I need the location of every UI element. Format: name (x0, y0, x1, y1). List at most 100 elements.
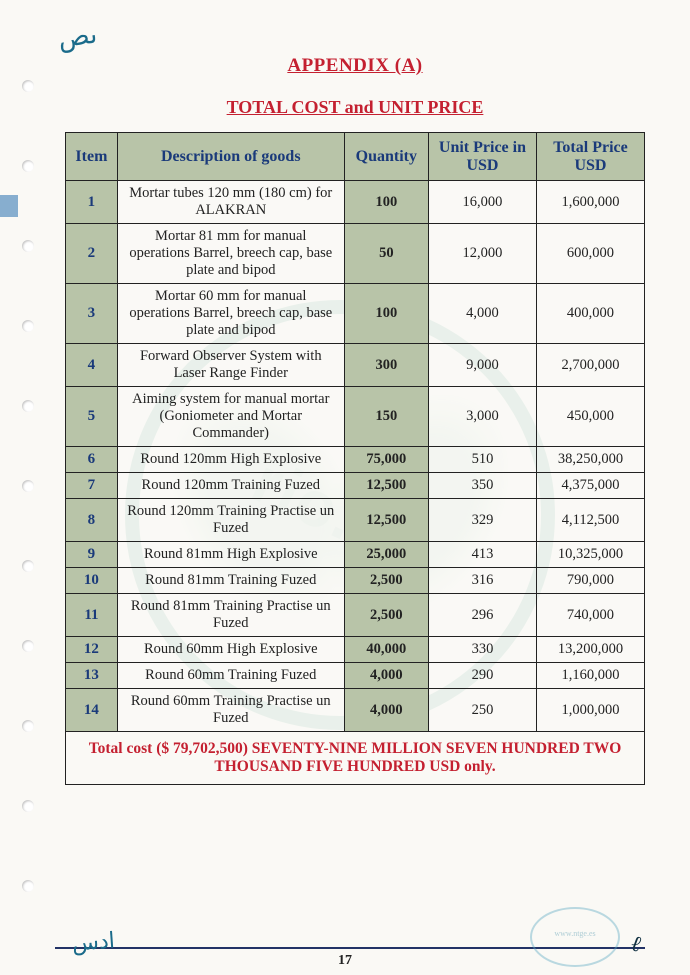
table-row: 11Round 81mm Training Practise un Fuzed2… (66, 594, 645, 637)
cell-qty: 40,000 (344, 637, 428, 663)
binding-hole (22, 720, 34, 732)
binding-hole (22, 320, 34, 332)
col-qty: Quantity (344, 133, 428, 181)
cell-unit: 250 (428, 689, 536, 732)
binding-hole (22, 480, 34, 492)
table-row: 12Round 60mm High Explosive40,00033013,2… (66, 637, 645, 663)
cell-item: 11 (66, 594, 118, 637)
cell-total: 1,600,000 (536, 181, 644, 224)
cell-item: 3 (66, 284, 118, 344)
cell-item: 2 (66, 224, 118, 284)
cell-item: 14 (66, 689, 118, 732)
table-row: 8Round 120mm Training Practise un Fuzed1… (66, 499, 645, 542)
cell-qty: 4,000 (344, 663, 428, 689)
binding-hole (22, 560, 34, 572)
cell-unit: 290 (428, 663, 536, 689)
cell-desc: Round 81mm High Explosive (117, 542, 344, 568)
stamp-signature: ℓ (627, 930, 646, 958)
cell-qty: 50 (344, 224, 428, 284)
col-item: Item (66, 133, 118, 181)
cell-unit: 330 (428, 637, 536, 663)
cell-total: 1,160,000 (536, 663, 644, 689)
cell-unit: 329 (428, 499, 536, 542)
binding-hole (22, 880, 34, 892)
cell-total: 13,200,000 (536, 637, 644, 663)
cell-total: 450,000 (536, 387, 644, 447)
cell-desc: Mortar tubes 120 mm (180 cm) for ALAKRAN (117, 181, 344, 224)
cell-total: 740,000 (536, 594, 644, 637)
cell-unit: 413 (428, 542, 536, 568)
cell-desc: Mortar 60 mm for manual operations Barre… (117, 284, 344, 344)
binding-hole (22, 160, 34, 172)
cell-unit: 296 (428, 594, 536, 637)
cell-item: 6 (66, 447, 118, 473)
cell-desc: Aiming system for manual mortar (Goniome… (117, 387, 344, 447)
cell-total: 4,375,000 (536, 473, 644, 499)
cell-desc: Round 60mm High Explosive (117, 637, 344, 663)
cell-qty: 100 (344, 284, 428, 344)
table-row: 10Round 81mm Training Fuzed2,500316790,0… (66, 568, 645, 594)
document-page: ىص APPENDIX (A) TOTAL COST and UNIT PRIC… (0, 0, 690, 975)
table-row: 6Round 120mm High Explosive75,00051038,2… (66, 447, 645, 473)
table-row: 3Mortar 60 mm for manual operations Barr… (66, 284, 645, 344)
cell-unit: 16,000 (428, 181, 536, 224)
left-edge-mark (0, 195, 18, 217)
cell-item: 8 (66, 499, 118, 542)
cell-total: 600,000 (536, 224, 644, 284)
cell-qty: 150 (344, 387, 428, 447)
cell-desc: Round 120mm Training Practise un Fuzed (117, 499, 344, 542)
cell-unit: 12,000 (428, 224, 536, 284)
cell-qty: 300 (344, 344, 428, 387)
cell-unit: 510 (428, 447, 536, 473)
cell-item: 4 (66, 344, 118, 387)
cell-desc: Mortar 81 mm for manual operations Barre… (117, 224, 344, 284)
cell-total: 38,250,000 (536, 447, 644, 473)
table-row: 9Round 81mm High Explosive25,00041310,32… (66, 542, 645, 568)
appendix-title: APPENDIX (A) (65, 55, 645, 77)
total-row: Total cost ($ 79,702,500) SEVENTY-NINE M… (66, 732, 645, 785)
cell-desc: Round 60mm Training Practise un Fuzed (117, 689, 344, 732)
cell-item: 5 (66, 387, 118, 447)
table-row: 7Round 120mm Training Fuzed12,5003504,37… (66, 473, 645, 499)
stamp-seal: www.ntge.es (530, 907, 620, 967)
cell-item: 13 (66, 663, 118, 689)
subtitle: TOTAL COST and UNIT PRICE (65, 97, 645, 118)
cell-total: 790,000 (536, 568, 644, 594)
col-total: Total Price USD (536, 133, 644, 181)
cell-total: 1,000,000 (536, 689, 644, 732)
cell-qty: 2,500 (344, 594, 428, 637)
col-unit: Unit Price in USD (428, 133, 536, 181)
binding-holes (18, 0, 38, 975)
cell-desc: Forward Observer System with Laser Range… (117, 344, 344, 387)
binding-hole (22, 640, 34, 652)
stamp-text: www.ntge.es (554, 929, 595, 938)
cell-total: 4,112,500 (536, 499, 644, 542)
signature-top: ىص (56, 19, 99, 54)
cell-qty: 2,500 (344, 568, 428, 594)
cell-total: 2,700,000 (536, 344, 644, 387)
cell-desc: Round 81mm Training Practise un Fuzed (117, 594, 344, 637)
cell-total: 400,000 (536, 284, 644, 344)
cell-total: 10,325,000 (536, 542, 644, 568)
cell-unit: 316 (428, 568, 536, 594)
page-number: 17 (338, 953, 352, 969)
cell-qty: 75,000 (344, 447, 428, 473)
cell-item: 7 (66, 473, 118, 499)
binding-hole (22, 240, 34, 252)
cell-desc: Round 120mm Training Fuzed (117, 473, 344, 499)
signature-bottom: ادس (71, 928, 115, 957)
cell-unit: 4,000 (428, 284, 536, 344)
cell-unit: 9,000 (428, 344, 536, 387)
col-desc: Description of goods (117, 133, 344, 181)
cell-item: 9 (66, 542, 118, 568)
cell-desc: Round 81mm Training Fuzed (117, 568, 344, 594)
cost-table: Item Description of goods Quantity Unit … (65, 132, 645, 785)
table-header-row: Item Description of goods Quantity Unit … (66, 133, 645, 181)
cell-unit: 350 (428, 473, 536, 499)
table-row: 14Round 60mm Training Practise un Fuzed4… (66, 689, 645, 732)
cell-qty: 100 (344, 181, 428, 224)
table-row: 5Aiming system for manual mortar (Goniom… (66, 387, 645, 447)
table-body: 1Mortar tubes 120 mm (180 cm) for ALAKRA… (66, 181, 645, 732)
cell-item: 10 (66, 568, 118, 594)
binding-hole (22, 400, 34, 412)
